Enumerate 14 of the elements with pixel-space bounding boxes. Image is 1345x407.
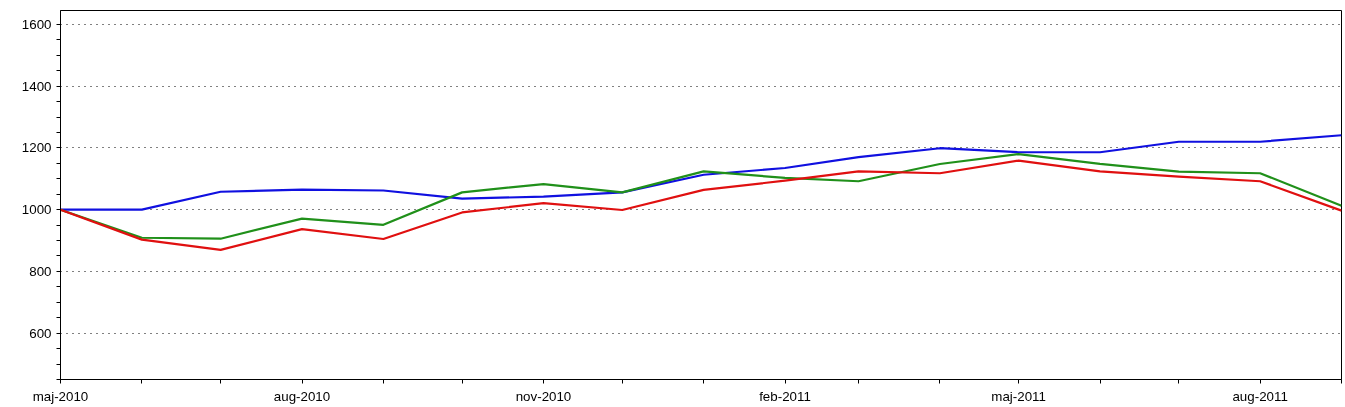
x-tick-label: feb-2011 xyxy=(759,388,811,404)
x-tick-label: maj-2010 xyxy=(32,388,89,404)
line-series xyxy=(60,159,1342,251)
x-tick-label: maj-2011 xyxy=(991,388,1046,404)
x-tick-label: aug-2011 xyxy=(1232,388,1288,404)
y-tick-label: 1400 xyxy=(21,78,52,94)
x-tick-label: aug-2010 xyxy=(273,388,331,404)
y-tick-label: 1200 xyxy=(21,140,52,156)
y-tick-label: 800 xyxy=(29,263,52,279)
y-tick-label: 600 xyxy=(29,325,52,341)
y-tick-label: 1000 xyxy=(21,202,52,218)
x-tick-label: nov-2010 xyxy=(515,388,572,404)
y-tick-label: 1600 xyxy=(21,16,52,32)
line-series xyxy=(60,134,1342,211)
